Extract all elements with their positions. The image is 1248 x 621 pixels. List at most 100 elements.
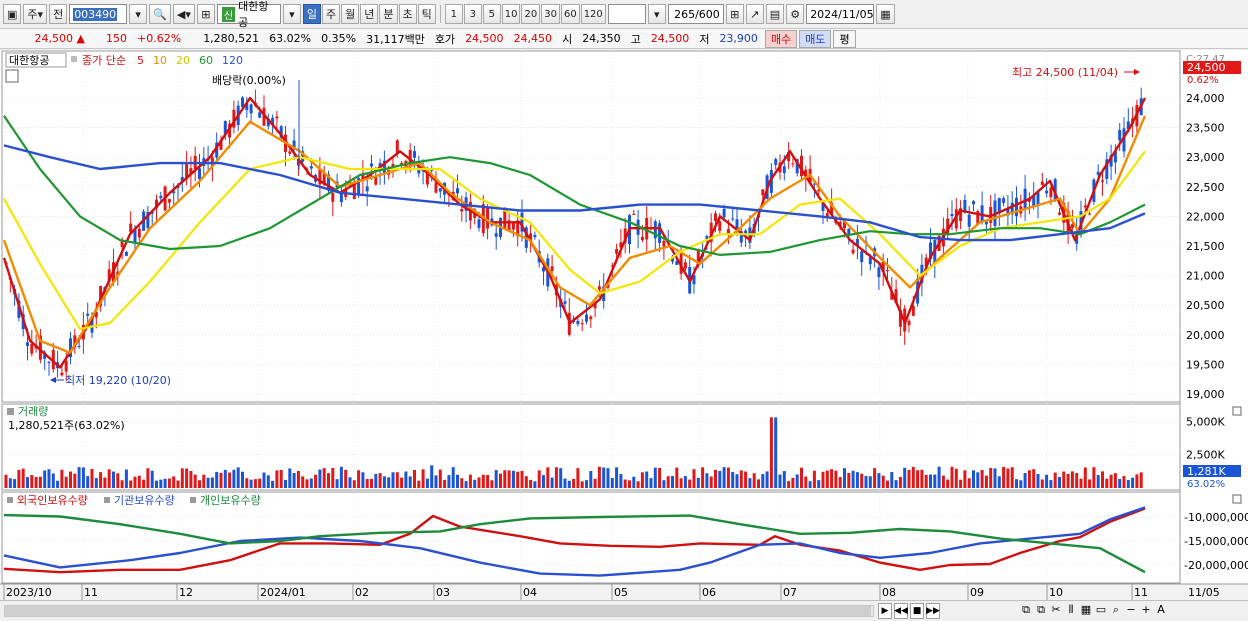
unit-button-4[interactable]: 분 bbox=[379, 4, 398, 24]
candle-body bbox=[275, 116, 279, 119]
period-button-10[interactable]: 10 bbox=[501, 4, 521, 24]
bars-icon[interactable]: ⫴ bbox=[1068, 603, 1074, 616]
candle-body bbox=[434, 182, 438, 193]
unit-button-3[interactable]: 년 bbox=[360, 4, 379, 24]
candle-body bbox=[137, 228, 141, 238]
candle-body bbox=[1126, 121, 1130, 129]
unit-button-0[interactable]: 일 bbox=[302, 4, 321, 24]
volume-bar bbox=[838, 477, 842, 488]
custom-period-input[interactable] bbox=[607, 4, 646, 24]
volume-bar bbox=[997, 476, 1001, 488]
unit-button-2[interactable]: 월 bbox=[341, 4, 360, 24]
period-button-30[interactable]: 30 bbox=[541, 4, 560, 24]
volume-bar bbox=[206, 477, 210, 488]
unit-button-6[interactable]: 틱 bbox=[417, 4, 436, 24]
draw-tool-icon[interactable]: ↗ bbox=[745, 4, 764, 24]
sell-button[interactable]: 매도 bbox=[799, 29, 832, 48]
plus-icon[interactable]: + bbox=[1141, 603, 1151, 616]
volume-bar bbox=[606, 468, 610, 488]
prev-button[interactable]: 전 bbox=[49, 4, 68, 24]
period-button-5[interactable]: 5 bbox=[482, 4, 501, 24]
volume-bar bbox=[47, 469, 51, 488]
volume-bar bbox=[709, 476, 713, 488]
volume-bar bbox=[640, 472, 644, 488]
stock-legend-box bbox=[5, 52, 67, 68]
volume-bar bbox=[679, 478, 683, 488]
scissors-icon[interactable]: ✂ bbox=[1051, 603, 1061, 616]
volume-panel-close-icon[interactable] bbox=[1232, 406, 1242, 416]
volume-bar bbox=[808, 481, 812, 488]
stock-code-input[interactable]: 003490 bbox=[69, 4, 128, 24]
speaker-icon[interactable]: ◀▾ bbox=[172, 4, 195, 24]
volume-bar bbox=[219, 472, 223, 488]
date-input[interactable]: 2024/11/05 bbox=[806, 4, 875, 24]
horizontal-scrollbar[interactable] bbox=[4, 605, 874, 617]
volume-bar bbox=[757, 479, 760, 488]
ma-legend-120: 120 bbox=[222, 54, 243, 67]
chart-type-icon[interactable]: ⊞ bbox=[725, 4, 744, 24]
font-icon[interactable]: A bbox=[1157, 603, 1165, 616]
grid-icon[interactable]: ▦ bbox=[1080, 603, 1092, 616]
period-button-3[interactable]: 3 bbox=[463, 4, 482, 24]
volume-bar bbox=[365, 479, 369, 488]
volume-bar bbox=[748, 478, 752, 488]
unit-button-1[interactable]: 주 bbox=[322, 4, 341, 24]
quote-bar: 24,500 ▲ 150 +0.62% 1,280,521 63.02% 0.3… bbox=[0, 29, 1248, 49]
fast-forward-icon[interactable]: ▶▶ bbox=[926, 603, 940, 619]
scroll-thumb[interactable] bbox=[5, 606, 871, 616]
chevron-icon[interactable]: ⊞ bbox=[196, 4, 215, 24]
image-icon[interactable]: ▭ bbox=[1095, 603, 1107, 616]
candle-body bbox=[615, 248, 619, 254]
chart-settings-icon[interactable]: ▣ bbox=[3, 4, 22, 24]
buy-button[interactable]: 매수 bbox=[764, 29, 798, 48]
code-dropdown-icon[interactable]: ▾ bbox=[129, 4, 148, 24]
volume-bar bbox=[959, 479, 963, 488]
holding-panel-close-icon[interactable] bbox=[1232, 494, 1242, 504]
custom-period-dropdown-icon[interactable]: ▾ bbox=[647, 4, 666, 24]
copy-icon[interactable]: ⧉ bbox=[1037, 603, 1045, 616]
period-type-select[interactable]: 주 ▾ bbox=[23, 4, 48, 24]
period-button-60[interactable]: 60 bbox=[560, 4, 580, 24]
period-button-1[interactable]: 1 bbox=[444, 4, 463, 24]
volume-bar bbox=[473, 479, 477, 488]
candle-body bbox=[146, 211, 150, 228]
play-icon[interactable]: ▶ bbox=[878, 603, 892, 619]
candle-body bbox=[520, 212, 524, 232]
candle-body bbox=[959, 208, 963, 222]
volume-bar bbox=[486, 475, 490, 488]
eval-button[interactable]: 평 bbox=[833, 29, 856, 48]
volume-bar bbox=[438, 469, 442, 488]
volume-bar bbox=[228, 472, 232, 488]
gear-icon[interactable]: ⚙ bbox=[786, 4, 805, 24]
zoom-search-icon[interactable]: ⌕ bbox=[1112, 603, 1120, 616]
period-button-120[interactable]: 120 bbox=[580, 4, 606, 24]
volume-bar bbox=[933, 474, 937, 488]
layout-icon[interactable]: ⧉ bbox=[1022, 603, 1030, 616]
unit-button-5[interactable]: 초 bbox=[398, 4, 417, 24]
name-dropdown-icon[interactable]: ▾ bbox=[282, 4, 301, 24]
volume-bar bbox=[339, 466, 343, 488]
volume-bar bbox=[576, 468, 580, 488]
stock-chart[interactable]: 24,000 23,500 23,000 22,500 22,000 21,500 21,0… bbox=[0, 50, 1248, 621]
candle-body bbox=[26, 342, 29, 347]
volume-bar bbox=[210, 477, 214, 488]
candle-body bbox=[830, 202, 834, 215]
chart-area[interactable]: 24,000 23,500 23,000 22,500 22,000 21,500 21,0… bbox=[0, 50, 1248, 621]
candle-body bbox=[894, 289, 898, 304]
search-icon[interactable]: 🔍 bbox=[149, 4, 171, 24]
grid-toggle-icon[interactable] bbox=[5, 69, 19, 83]
candle-body bbox=[877, 267, 881, 278]
volume-bar bbox=[421, 469, 425, 488]
stop-icon[interactable]: ■ bbox=[910, 603, 924, 619]
stock-name-box[interactable]: 신 대한항공 bbox=[216, 0, 281, 29]
candle-body bbox=[589, 316, 593, 320]
save-icon[interactable]: ▤ bbox=[765, 4, 785, 24]
rewind-icon[interactable]: ◀◀ bbox=[894, 603, 908, 619]
period-button-20[interactable]: 20 bbox=[521, 4, 541, 24]
calendar-icon[interactable]: ▦ bbox=[876, 4, 895, 24]
volume-bar bbox=[554, 467, 558, 488]
count-input[interactable]: 265/600 bbox=[667, 4, 724, 24]
volume-bar bbox=[980, 469, 984, 488]
period-type-label: 주 bbox=[27, 8, 38, 21]
minus-icon[interactable]: − bbox=[1126, 603, 1136, 616]
